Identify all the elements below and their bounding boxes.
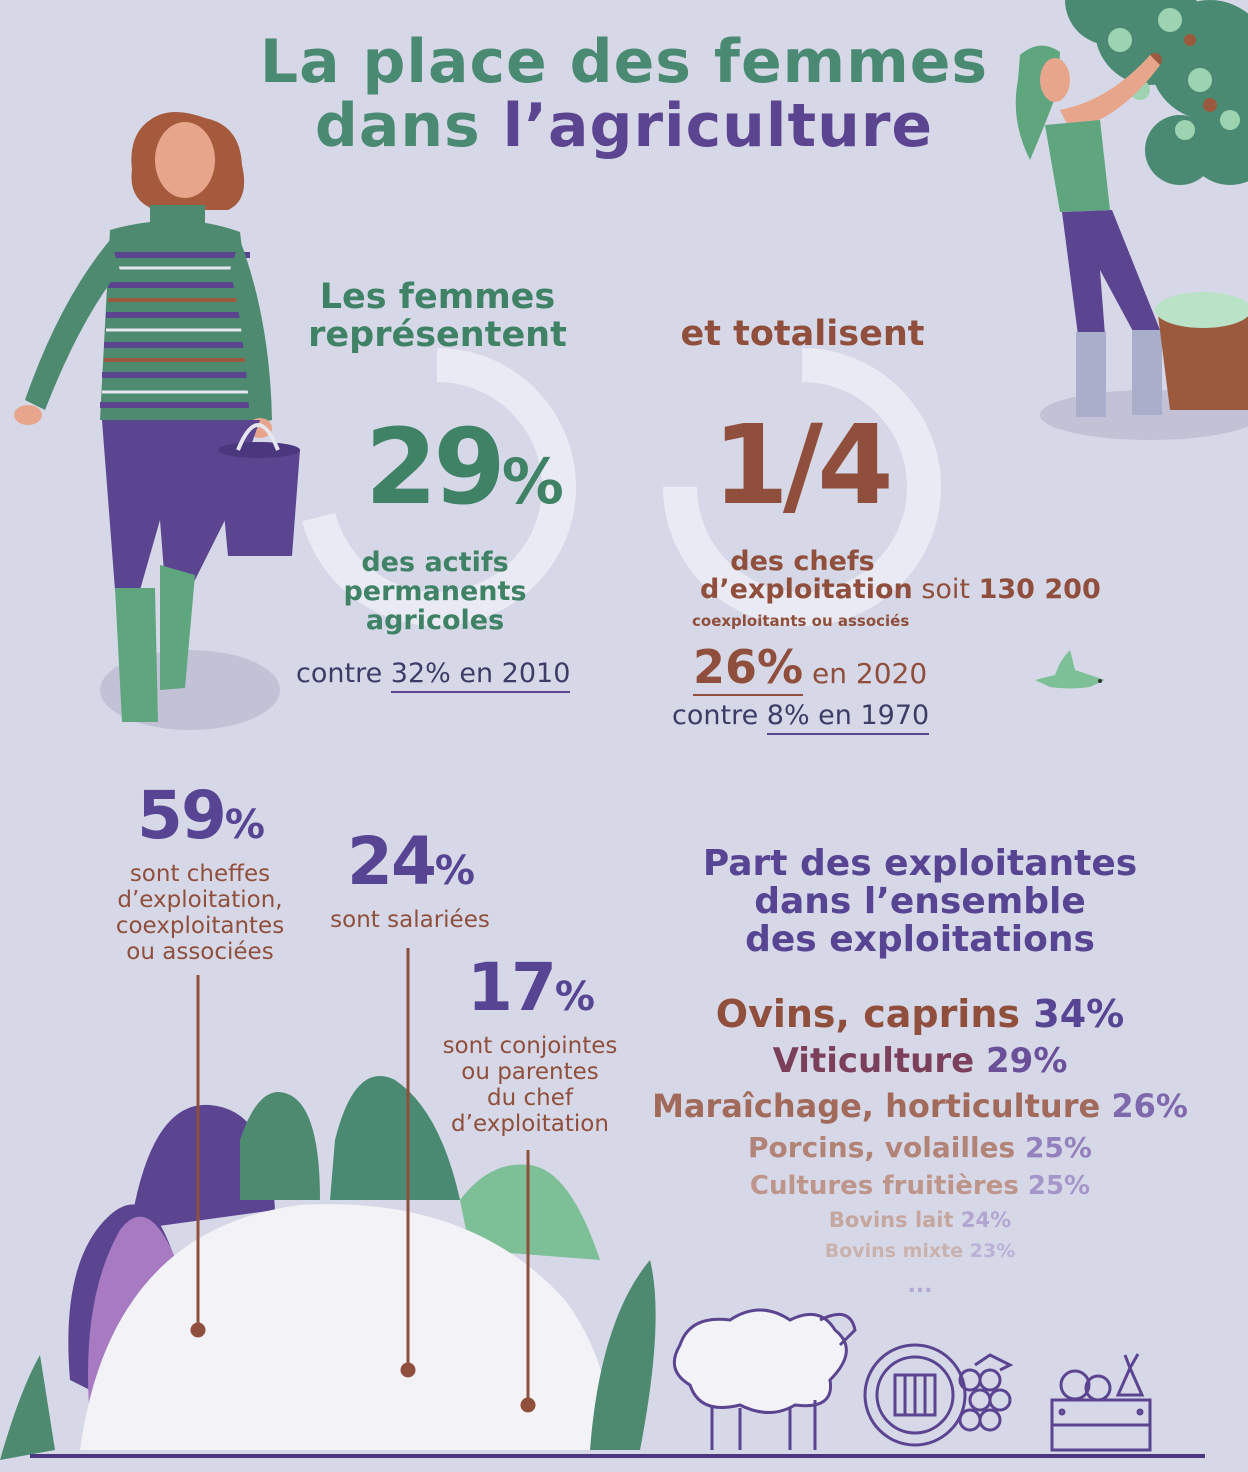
block1-heading: Les femmes représentent — [290, 278, 585, 354]
title-line-2a: dans — [314, 91, 503, 161]
breakdown-17-percent: % — [554, 974, 595, 1020]
breakdown-59-value: 59 — [137, 777, 227, 854]
part-item-maraichage: Maraîchage, horticulture 26% — [640, 1084, 1200, 1128]
part-heading-line1: Part des exploitantes — [702, 843, 1138, 884]
block1-sub1: des actifs — [361, 547, 509, 578]
block2-compare-value: 8% en 1970 — [766, 700, 930, 735]
part-item-label: Ovins, caprins — [715, 992, 1021, 1036]
title-line-2b: l’agriculture — [502, 91, 934, 161]
part-item-value: 24% — [960, 1208, 1012, 1232]
breakdown-item-24: 24% sont salariées — [315, 823, 505, 934]
breakdown-17-value: 17 — [467, 949, 557, 1026]
ring-chart-29 — [298, 348, 576, 626]
part-item-viticulture: Viticulture 29% — [640, 1038, 1200, 1084]
ring-chart-quarter-fill — [663, 348, 941, 626]
bird-icon — [1035, 650, 1105, 689]
block2-count: 130 200 — [978, 574, 1101, 605]
block2-sub2: d’exploitation soit 130 200 — [700, 574, 1101, 605]
block2-year-value: 26% — [693, 640, 804, 696]
breakdown-59-line4: ou associées — [126, 939, 274, 965]
breakdown-17-line3: du chef — [487, 1085, 573, 1111]
breakdown-59-line3: coexploitantes — [115, 913, 285, 939]
block2-year: 26% en 2020 — [693, 640, 928, 696]
part-item-fruitieres: Cultures fruitières 25% — [640, 1168, 1200, 1204]
ring-chart-29-fill — [298, 348, 576, 626]
block1-big-value: 29% — [365, 412, 564, 537]
block2-big-value: 1/4 — [712, 401, 893, 529]
block2-compare: contre 8% en 1970 — [672, 700, 930, 735]
woman-with-bucket-illustration — [14, 111, 300, 730]
landscape-illustration — [0, 1076, 1205, 1460]
block1-sub2: permanents — [343, 576, 527, 607]
breakdown-item-17: 17% sont conjointes ou parentes du chef … — [425, 949, 635, 1138]
vegetable-crate-icon — [1050, 1353, 1152, 1452]
part-item-label: Bovins lait — [828, 1208, 954, 1232]
block1-heading-line2: représentent — [308, 315, 567, 355]
block1-subtext: des actifs permanents agricoles — [300, 548, 570, 635]
part-item-value: 25% — [1024, 1131, 1092, 1164]
breakdown-24-value: 24 — [347, 823, 437, 900]
part-item-bovins-lait: Bovins lait 24% — [640, 1204, 1200, 1236]
part-heading-line3: des exploitations — [745, 919, 1095, 960]
breakdown-59-line2: d’exploitation, — [117, 887, 283, 913]
block2-heading: et totalisent — [680, 314, 925, 354]
part-ellipsis: ... — [907, 1273, 933, 1298]
part-item-label: Viticulture — [772, 1041, 975, 1081]
block2-sub2-suffix: soit — [912, 574, 979, 605]
page-title: La place des femmes dans l’agriculture — [0, 30, 1248, 158]
part-item-bovins-mixte: Bovins mixte 23% — [640, 1236, 1200, 1266]
wine-barrel-grapes-icon — [863, 1343, 1014, 1447]
sheep-icon — [672, 1308, 857, 1450]
breakdown-59-percent: % — [224, 802, 265, 848]
block2-year-suffix: en 2020 — [803, 657, 928, 690]
breakdown-24-percent: % — [434, 848, 475, 894]
part-item-label: Maraîchage, horticulture — [652, 1087, 1101, 1125]
part-list: Ovins, caprins 34% Viticulture 29% Maraî… — [640, 990, 1200, 1306]
block1-compare: contre 32% en 2010 — [296, 658, 571, 693]
block2-sub2-text: d’exploitation — [700, 574, 913, 605]
ring-chart-quarter — [663, 348, 941, 626]
breakdown-17-line4: d’exploitation — [451, 1111, 609, 1137]
part-item-value: 26% — [1111, 1087, 1188, 1125]
woman-picking-fruit-illustration — [1015, 0, 1248, 440]
block1-big-percent: % — [501, 445, 564, 518]
title-line-1: La place des femmes — [259, 27, 989, 97]
part-heading: Part des exploitantes dans l’ensemble de… — [640, 845, 1200, 959]
breakdown-17-line2: ou parentes — [461, 1059, 599, 1085]
part-item-value: 29% — [986, 1041, 1068, 1081]
breakdown-24-line1: sont salariées — [330, 907, 490, 933]
block1-big-number: 29 — [365, 406, 506, 528]
block1-compare-value: 32% en 2010 — [390, 658, 571, 693]
block1-compare-prefix: contre — [296, 658, 391, 689]
part-item-label: Cultures fruitières — [749, 1171, 1019, 1201]
part-item-ovins: Ovins, caprins 34% — [640, 990, 1200, 1038]
part-item-value: 34% — [1033, 992, 1125, 1036]
part-item-label: Bovins mixte — [824, 1240, 964, 1262]
breakdown-item-59: 59% sont cheffes d’exploitation, coexplo… — [100, 777, 300, 966]
leader-lines — [190, 948, 536, 1413]
block2-sub1: des chefs — [730, 546, 875, 577]
block2-compare-prefix: contre — [672, 700, 767, 731]
part-heading-line2: dans l’ensemble — [754, 881, 1086, 922]
breakdown-17-line1: sont conjointes — [442, 1033, 618, 1059]
part-item-label: Porcins, volailles — [748, 1131, 1016, 1164]
part-item-value: 23% — [969, 1240, 1016, 1262]
part-item-porcins: Porcins, volailles 25% — [640, 1128, 1200, 1168]
breakdown-59-line1: sont cheffes — [129, 861, 271, 887]
block1-sub3: agricoles — [365, 605, 505, 636]
part-item-value: 25% — [1027, 1171, 1091, 1201]
block2-small: coexploitants ou associés — [692, 612, 910, 630]
block1-heading-line1: Les femmes — [319, 277, 556, 317]
